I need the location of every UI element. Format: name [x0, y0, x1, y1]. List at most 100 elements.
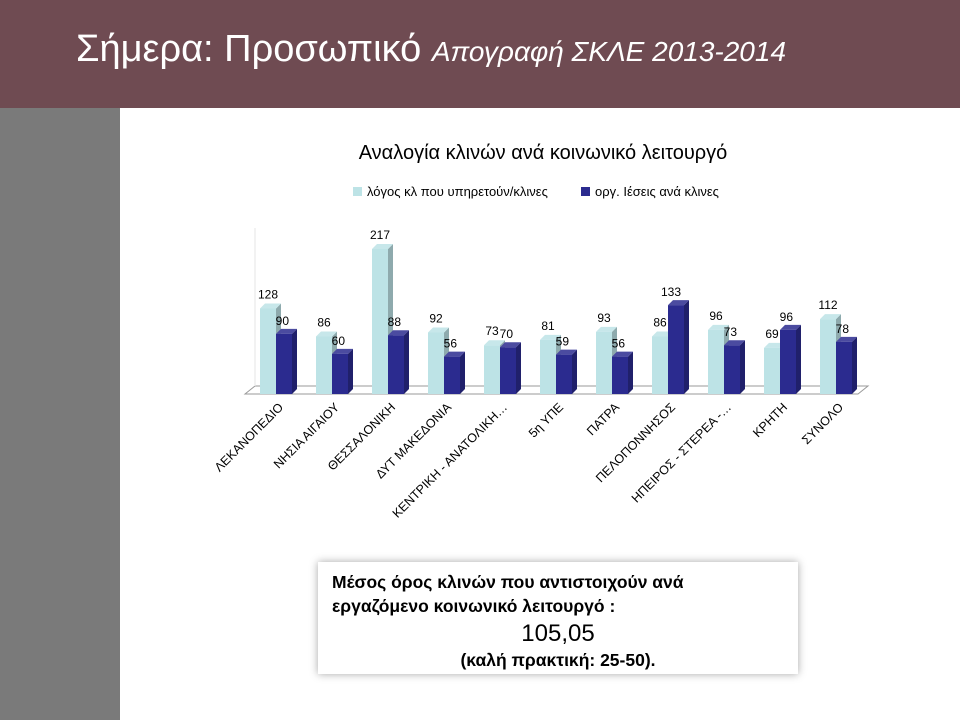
data-label-s1-2: 217	[370, 228, 390, 242]
bar-s1-0-top	[260, 303, 281, 309]
data-label-s2-6: 56	[612, 337, 626, 351]
bar-s2-9-side	[796, 324, 801, 394]
bar-s2-10	[836, 336, 857, 394]
bar-s1-4-top	[484, 340, 505, 346]
category-label-8: ΗΠΕΙΡΟΣ - ΣΤΕΡΕΑ -…	[629, 400, 734, 505]
data-label-s2-5: 59	[556, 335, 570, 349]
bar-s2-10-front	[836, 341, 852, 394]
slide-header: Σήμερα: Προσωπικό Απογραφή ΣΚΛΕ 2013-201…	[0, 0, 960, 108]
bar-s2-10-side	[852, 336, 857, 394]
bar-s2-8-side	[740, 340, 745, 394]
bar-s2-1-front	[332, 353, 348, 394]
bar-s2-2-front	[388, 335, 404, 394]
bar-s2-9-top	[780, 324, 801, 330]
bar-s1-5-front	[540, 339, 556, 394]
chart-title: Αναλογία κλινών ανά κοινωνικό λειτουργό	[359, 142, 728, 164]
bar-s1-7-top	[652, 331, 673, 337]
legend-swatch-2	[581, 187, 590, 196]
bar-s2-10-top	[836, 336, 857, 342]
data-label-s1-0: 128	[258, 287, 278, 301]
data-label-s1-3: 92	[429, 312, 443, 326]
bar-s1-10-top	[820, 314, 841, 320]
bar-s1-1-front	[316, 336, 332, 394]
bar-s2-1	[332, 348, 353, 394]
bar-s1-5-top	[540, 334, 561, 340]
bar-s2-7-front	[668, 305, 684, 394]
bar-s1-10	[820, 314, 841, 394]
bar-s2-9-front	[780, 329, 796, 394]
bar-s2-4-front	[500, 347, 516, 394]
bar-s2-6-front	[612, 356, 628, 394]
bar-s1-9-front	[764, 347, 780, 394]
bar-s2-3-side	[460, 351, 465, 394]
bar-s1-0-front	[260, 308, 276, 394]
category-label-6: ΠΑΤΡΑ	[584, 400, 623, 439]
bar-s2-3-front	[444, 356, 460, 394]
bar-s1-9-top	[764, 342, 785, 348]
data-label-s2-0: 90	[276, 314, 290, 328]
data-label-s2-3: 56	[444, 337, 458, 351]
data-label-s1-1: 86	[317, 316, 331, 330]
bar-s2-6	[612, 351, 633, 394]
fppt-logo: fppt.com	[888, 697, 942, 713]
bar-s1-1-top	[316, 331, 337, 337]
data-label-s1-7: 86	[653, 316, 667, 330]
bar-s2-7	[668, 300, 689, 394]
data-label-s2-4: 70	[500, 327, 514, 341]
data-label-s1-8: 96	[709, 309, 723, 323]
bar-s1-8-front	[708, 329, 724, 394]
data-label-s2-10: 78	[836, 322, 850, 336]
bar-s2-4-top	[500, 342, 521, 348]
bar-s2-4-side	[516, 342, 521, 394]
category-label-10: ΣΥΝΟΛΟ	[799, 400, 846, 447]
bar-s2-5-front	[556, 354, 572, 394]
bar-s1-3	[428, 327, 449, 394]
data-label-s2-9: 96	[780, 310, 794, 324]
average-note-box: Μέσος όρος κλινών που αντιστοιχούν ανά ε…	[318, 562, 798, 674]
bar-s2-0-top	[276, 328, 297, 334]
data-label-s2-8: 73	[724, 325, 738, 339]
bar-s2-6-side	[628, 351, 633, 394]
category-label-9: ΚΡΗΤΗ	[750, 400, 790, 440]
data-label-s2-7: 133	[661, 285, 681, 299]
slide-sidebar	[0, 0, 120, 720]
note-good-practice: (καλή πρακτική: 25-50).	[460, 650, 656, 670]
bar-s2-5-side	[572, 349, 577, 394]
bar-s1-8-top	[708, 324, 729, 330]
data-label-s2-2: 88	[388, 315, 402, 329]
bar-s2-4	[500, 342, 521, 394]
bar-s2-2	[388, 330, 409, 394]
note-line-2: εργαζόμενο κοινωνικό λειτουργό :	[332, 596, 616, 616]
data-label-s2-1: 60	[332, 334, 346, 348]
data-label-s1-10: 112	[818, 298, 837, 312]
bar-s2-3-top	[444, 351, 465, 357]
category-label-5: 5η ΥΠΕ	[526, 400, 566, 440]
data-label-s1-5: 81	[541, 319, 555, 333]
bar-s2-6-top	[612, 351, 633, 357]
bar-s2-0-front	[276, 333, 292, 394]
bar-s2-8	[724, 340, 745, 394]
legend-label-2: οργ. Ιέσεις ανά κλινες	[595, 184, 719, 199]
bar-s1-10-front	[820, 319, 836, 394]
note-value: 105,05	[521, 620, 595, 647]
data-label-s1-4: 73	[485, 324, 499, 338]
bar-s2-8-front	[724, 345, 740, 394]
bar-s2-3	[444, 351, 465, 394]
bar-s2-9	[780, 324, 801, 394]
bar-s2-1-side	[348, 348, 353, 394]
bar-s2-7-side	[684, 300, 689, 394]
bar-s1-7-front	[652, 336, 668, 394]
data-label-s1-6: 93	[597, 311, 611, 325]
bar-s2-1-top	[332, 348, 353, 354]
slide-title: Σήμερα: Προσωπικό Απογραφή ΣΚΛΕ 2013-201…	[76, 28, 786, 71]
slide-title-sub: Απογραφή ΣΚΛΕ 2013-2014	[431, 36, 787, 67]
bar-s1-2-top	[372, 244, 393, 249]
bar-chart: Αναλογία κλινών ανά κοινωνικό λειτουργό λ…	[212, 142, 870, 521]
bar-s2-7-top	[668, 300, 689, 306]
data-label-s1-9: 69	[765, 327, 779, 341]
bar-s2-0-side	[292, 328, 297, 394]
bar-s2-2-top	[388, 330, 409, 336]
bar-s1-2-front	[372, 249, 388, 394]
category-label-4: ΚΕΝΤΡΙΚΗ - ΑΝΑΤΟΛΙΚΗ…	[390, 400, 510, 520]
legend-swatch-1	[353, 187, 362, 196]
